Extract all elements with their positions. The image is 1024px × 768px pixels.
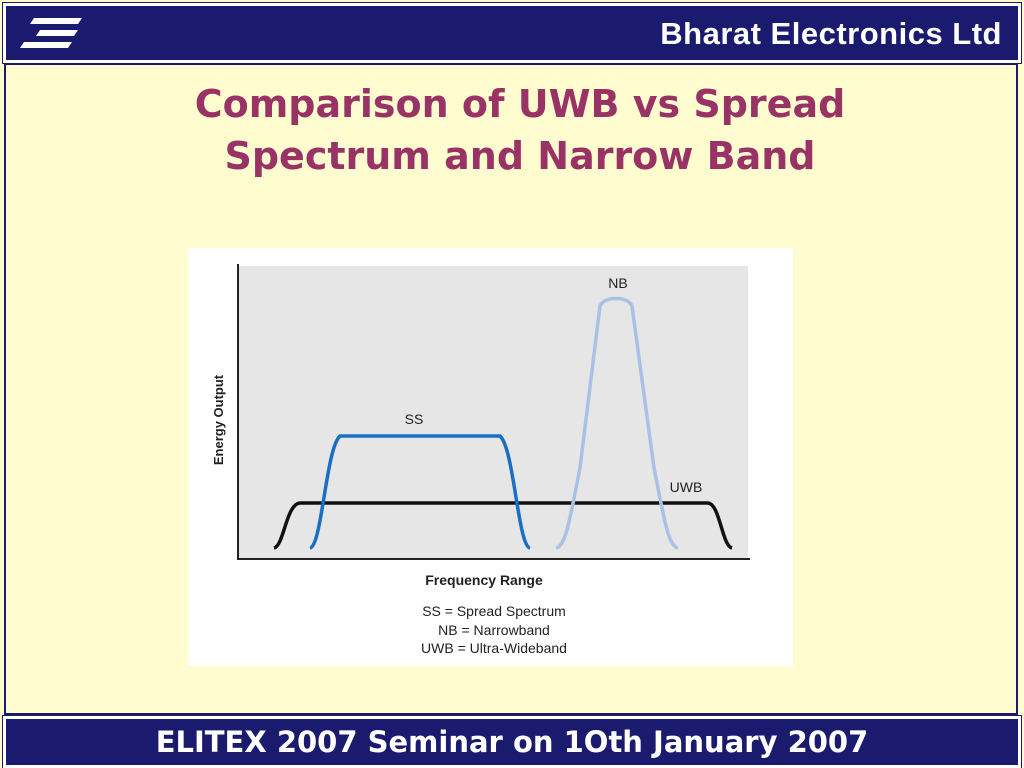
footer-bar: ELITEX 2007 Seminar on 1Oth January 2007 — [2, 715, 1022, 768]
slide-title-line-1: Comparison of UWB vs Spread — [194, 82, 846, 126]
legend-item-nb: NB = Narrowband — [438, 622, 550, 638]
x-axis-label: Frequency Range — [425, 572, 543, 588]
header-bar: Bharat Electronics Ltd — [2, 2, 1022, 64]
legend-item-uwb: UWB = Ultra-Wideband — [421, 640, 567, 656]
slide-title: Comparison of UWB vs Spread Spectrum and… — [60, 78, 980, 182]
nb-label: NB — [608, 275, 627, 291]
nb-curve — [555, 296, 679, 550]
ss-label: SS — [405, 411, 424, 427]
bel-logo-icon — [20, 18, 82, 48]
uwb-label: UWB — [670, 479, 703, 495]
spectrum-diagram: SS NB UWB Energy Output Frequency Range … — [188, 248, 793, 666]
company-name: Bharat Electronics Ltd — [660, 16, 1002, 51]
footer-text: ELITEX 2007 Seminar on 1Oth January 2007 — [155, 725, 869, 759]
spectrum-diagram-svg: SS NB UWB Energy Output Frequency Range … — [211, 264, 750, 656]
plot-area — [238, 266, 748, 559]
ss-curve — [308, 434, 532, 550]
legend-item-ss: SS = Spread Spectrum — [422, 603, 566, 619]
content-frame — [4, 63, 1018, 715]
uwb-curve — [273, 501, 733, 550]
y-axis-label: Energy Output — [211, 374, 226, 465]
slide-title-line-2: Spectrum and Narrow Band — [224, 134, 816, 178]
